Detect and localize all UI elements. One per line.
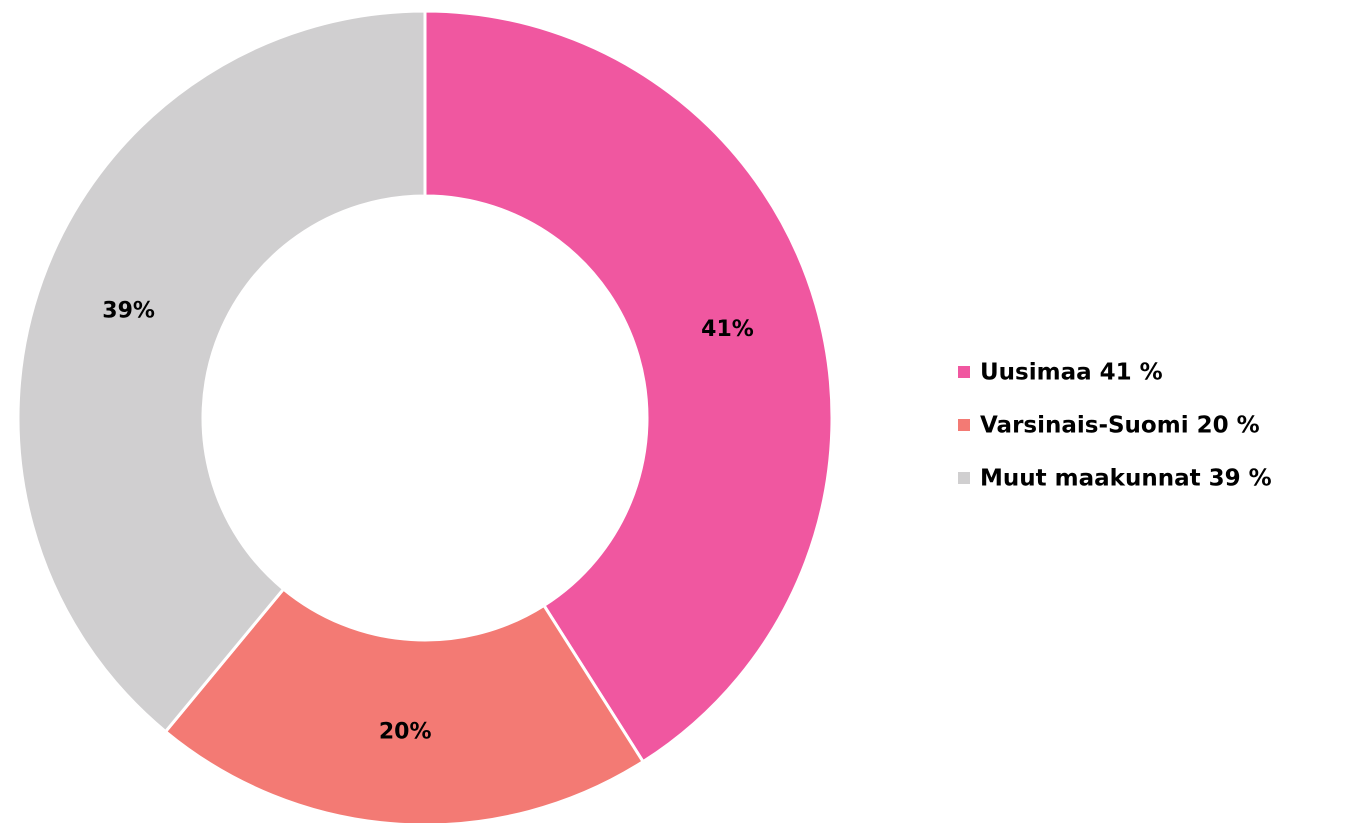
legend-label: Uusimaa 41 % bbox=[980, 360, 1163, 386]
legend-swatch bbox=[958, 366, 970, 378]
data-label: 41% bbox=[701, 317, 754, 342]
donut-segment bbox=[163, 586, 646, 823]
legend-swatch bbox=[958, 472, 970, 484]
legend-label: Muut maakunnat 39 % bbox=[980, 466, 1272, 492]
legend-swatch bbox=[958, 419, 970, 431]
data-label: 20% bbox=[379, 719, 432, 744]
donut-segment bbox=[423, 9, 834, 764]
donut-segment bbox=[16, 9, 427, 734]
data-label: 39% bbox=[102, 298, 155, 323]
legend-label: Varsinais-Suomi 20 % bbox=[980, 413, 1260, 439]
